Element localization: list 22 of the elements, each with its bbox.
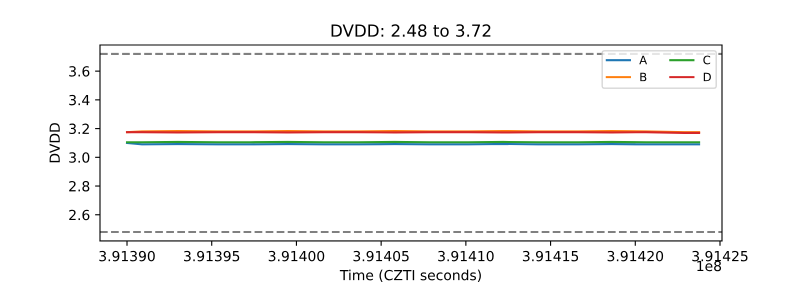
chart-title: DVDD: 2.48 to 3.72 xyxy=(332,24,490,37)
text: 1e8 xyxy=(697,260,722,272)
y-tick-label: 2.8 xyxy=(69,181,90,192)
y-tick-label: 2.6 xyxy=(69,210,90,220)
legend-label: C xyxy=(703,56,710,64)
x-tick-label: 3.91410 xyxy=(438,250,494,262)
y-tick-label: 3.4 xyxy=(69,94,90,106)
x-tick-label: 3.91400 xyxy=(268,250,324,262)
legend-label: A xyxy=(639,56,648,64)
y-tick-label: 3.2 xyxy=(69,124,89,134)
x-tick-label: 3.91395 xyxy=(184,250,240,262)
x-tick-label: 3.91405 xyxy=(353,250,409,262)
x-tick-label: 3.91420 xyxy=(608,250,664,262)
x-tick-label: 3.91390 xyxy=(99,250,155,262)
x-axis-title: Time (CZTI seconds) xyxy=(340,270,481,282)
y-axis-title: DVDD xyxy=(50,123,60,162)
legend-label: B xyxy=(640,72,646,82)
x-tick-label: 3.91425 xyxy=(692,250,748,262)
x-tick-label: 3.91415 xyxy=(522,250,578,262)
legend-label: D xyxy=(704,72,711,82)
y-tick-label: 3.0 xyxy=(69,152,90,163)
y-tick-label: 3.6 xyxy=(69,66,90,77)
